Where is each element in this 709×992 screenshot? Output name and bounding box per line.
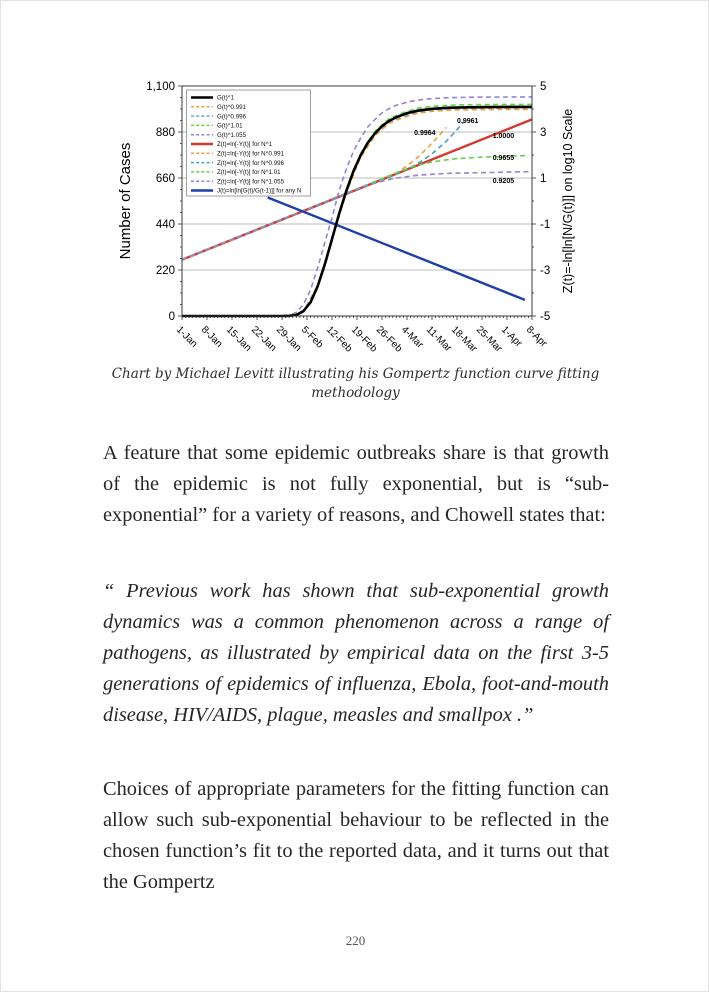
svg-text:8-Jan: 8-Jan bbox=[199, 324, 224, 349]
svg-text:0.9655: 0.9655 bbox=[493, 155, 515, 162]
series-Z(t)=ln[-Y(t)] for N^0.996 bbox=[181, 121, 465, 261]
series-Z(t)=ln[-Y(t)] for N^1.01 bbox=[181, 154, 525, 261]
svg-text:1.0000: 1.0000 bbox=[493, 133, 515, 140]
svg-text:Z(t)=ln[-Y(t)] for N^1.01: Z(t)=ln[-Y(t)] for N^1.01 bbox=[217, 169, 281, 176]
svg-text:G(t)^0.996: G(t)^0.996 bbox=[217, 113, 247, 120]
legend: G(t)^1 G(t)^0.991 G(t)^0.996 G(t)^1.01 G(t)^… bbox=[186, 89, 311, 197]
svg-text:660: 660 bbox=[156, 173, 175, 185]
svg-text:0.9205: 0.9205 bbox=[493, 178, 515, 185]
svg-text:19-Feb: 19-Feb bbox=[349, 324, 379, 354]
series-G(t)^1.055 bbox=[182, 96, 533, 317]
svg-text:25-Mar: 25-Mar bbox=[474, 324, 505, 355]
svg-text:3: 3 bbox=[540, 127, 546, 139]
svg-text:220: 220 bbox=[156, 265, 175, 277]
svg-text:G(t)^1.01: G(t)^1.01 bbox=[217, 123, 243, 130]
svg-text:18-Mar: 18-Mar bbox=[449, 324, 480, 355]
svg-text:G(t)^0.991: G(t)^0.991 bbox=[217, 104, 247, 111]
series-J(t)=ln[ln[G(t)/G(t-1)]] for any N bbox=[267, 196, 526, 302]
series-G(t)^1.01 bbox=[182, 103, 532, 317]
gompertz-curve-fitting-chart: 0.9964 0.9961 1.0000 0.9655 0.9205 0 220 440 660… bbox=[117, 81, 575, 355]
svg-text:26-Feb: 26-Feb bbox=[374, 324, 404, 354]
r2-annotations: 0.9964 0.9961 1.0000 0.9655 0.9205 bbox=[414, 118, 514, 185]
paragraph-intro: A feature that some epidemic outbreaks s… bbox=[103, 442, 609, 526]
svg-text:880: 880 bbox=[156, 127, 175, 139]
svg-text:0.9964: 0.9964 bbox=[414, 130, 436, 137]
svg-text:G(t)^1.055: G(t)^1.055 bbox=[217, 132, 247, 139]
figure-caption: Chart by Michael Levitt illustrating his… bbox=[111, 366, 600, 401]
page-number: 220 bbox=[345, 933, 366, 948]
plot-frame bbox=[181, 85, 533, 317]
svg-text:12-Feb: 12-Feb bbox=[324, 324, 354, 354]
svg-text:G(t)^1: G(t)^1 bbox=[217, 95, 235, 102]
svg-text:-3: -3 bbox=[540, 265, 550, 277]
svg-text:22-Jan: 22-Jan bbox=[249, 324, 278, 353]
svg-text:15-Jan: 15-Jan bbox=[224, 324, 253, 353]
paragraph-chowell-quote: “ Previous work has shown that sub-expon… bbox=[103, 580, 609, 726]
svg-text:5: 5 bbox=[540, 81, 546, 93]
left-axis-title: Number of Cases bbox=[117, 143, 134, 260]
svg-text:29-Jan: 29-Jan bbox=[274, 324, 303, 353]
svg-text:0.9961: 0.9961 bbox=[457, 118, 479, 125]
right-axis-title: Z(t)=-ln[ln[N/G(t)]] on log10 Scale bbox=[561, 109, 575, 293]
svg-text:J(t)=ln[ln[G(t)/G(t-1)]] for a: J(t)=ln[ln[G(t)/G(t-1)]] for any N bbox=[217, 188, 301, 195]
svg-text:Z(t)=ln[-Y(t)] for N^0.991: Z(t)=ln[-Y(t)] for N^0.991 bbox=[217, 151, 285, 158]
svg-text:11-Mar: 11-Mar bbox=[424, 324, 454, 354]
svg-text:8-Apr: 8-Apr bbox=[524, 324, 550, 350]
series-Z(t)=ln[-Y(t)] for N^0.991 bbox=[181, 126, 447, 261]
series-Z(t)=ln[-Y(t)] for N^1.055 bbox=[181, 170, 533, 261]
series-G(t)^1 bbox=[182, 105, 532, 318]
svg-text:Z(t)=ln[-Y(t)] for N^1: Z(t)=ln[-Y(t)] for N^1 bbox=[217, 141, 273, 148]
svg-text:Z(t)=ln[-Y(t)] for N^0.996: Z(t)=ln[-Y(t)] for N^0.996 bbox=[217, 160, 285, 167]
data-series bbox=[181, 96, 533, 318]
svg-text:1: 1 bbox=[540, 173, 546, 185]
svg-text:1-Jan: 1-Jan bbox=[174, 324, 199, 349]
svg-text:1,100: 1,100 bbox=[146, 81, 175, 93]
svg-text:440: 440 bbox=[156, 219, 175, 231]
svg-text:5-Feb: 5-Feb bbox=[299, 324, 326, 351]
svg-text:0: 0 bbox=[169, 311, 175, 323]
svg-text:-1: -1 bbox=[540, 219, 550, 231]
svg-text:-5: -5 bbox=[540, 311, 550, 323]
svg-text:Z(t)=ln[-Y(t)] for N^1.055: Z(t)=ln[-Y(t)] for N^1.055 bbox=[217, 178, 285, 185]
paragraph-conclusion: Choices of appropriate parameters for th… bbox=[103, 778, 609, 893]
